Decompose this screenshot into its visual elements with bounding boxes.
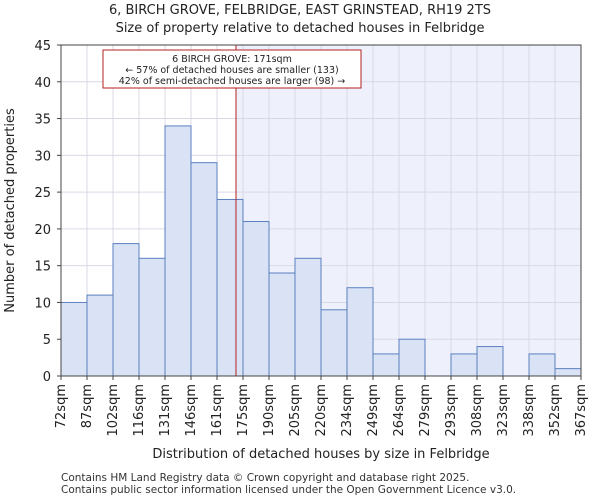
annotation-frame — [102, 49, 362, 89]
x-tick-label: 308sqm — [470, 384, 485, 437]
x-tick-label: 264sqm — [392, 384, 407, 437]
x-tick-label: 234sqm — [340, 384, 355, 437]
footer-line-2: Contains public sector information licen… — [61, 484, 517, 496]
histogram-bar — [372, 353, 400, 377]
histogram-bar — [476, 346, 504, 377]
y-axis-label: Number of detached properties — [3, 108, 18, 313]
footer-line-1: Contains HM Land Registry data © Crown c… — [61, 472, 470, 484]
x-tick-label: 161sqm — [210, 384, 225, 437]
x-tick-label: 352sqm — [548, 384, 563, 437]
histogram-bar — [86, 294, 114, 377]
annotation-box: 6 BIRCH GROVE: 171sqm ← 57% of detached … — [102, 49, 362, 89]
histogram-bar — [60, 301, 88, 377]
x-tick-label: 367sqm — [574, 384, 589, 437]
y-tick-label: 10 — [34, 296, 51, 311]
x-tick-label: 279sqm — [418, 384, 433, 437]
histogram-chart: 0 5 10 15 20 25 30 35 40 45 72sqm 87sqm 102sqm 116sq… — [3, 39, 589, 462]
x-tick-label: 323sqm — [496, 384, 511, 437]
histogram-bar — [450, 353, 478, 377]
y-tick-label: 5 — [43, 333, 51, 348]
annotation-line-1: 6 BIRCH GROVE: 171sqm — [172, 54, 292, 65]
annotation-line-2: ← 57% of detached houses are smaller (13… — [125, 65, 338, 76]
x-tick-label: 146sqm — [184, 384, 199, 437]
x-tick-label: 190sqm — [262, 384, 277, 437]
chart-subtitle: Size of property relative to detached ho… — [115, 21, 485, 36]
y-tick-label: 45 — [34, 39, 51, 54]
x-tick-label: 220sqm — [314, 384, 329, 437]
histogram-bar — [112, 243, 140, 377]
histogram-bar — [216, 198, 244, 377]
x-tick-label: 175sqm — [236, 384, 251, 437]
x-tick-label: 293sqm — [444, 384, 459, 437]
x-tick-label: 102sqm — [106, 384, 121, 437]
y-tick-label: 20 — [34, 223, 51, 238]
histogram-bar — [268, 272, 296, 377]
histogram-bar — [320, 309, 348, 377]
histogram-bar — [398, 338, 426, 377]
y-tick-label: 35 — [34, 113, 51, 128]
histogram-bar — [242, 221, 270, 377]
x-tick-label: 116sqm — [132, 384, 147, 437]
x-tick-label: 87sqm — [80, 384, 95, 428]
histogram-bar — [294, 257, 322, 377]
histogram-bar — [164, 125, 192, 377]
y-tick-label: 30 — [34, 149, 51, 164]
y-tick-label: 25 — [34, 186, 51, 201]
y-tick-label: 40 — [34, 76, 51, 91]
x-tick-label: 72sqm — [54, 384, 69, 428]
histogram-bar — [528, 353, 556, 377]
histogram-bar — [346, 287, 374, 377]
y-tick-label: 0 — [43, 370, 51, 385]
chart-title: 6, BIRCH GROVE, FELBRIDGE, EAST GRINSTEA… — [108, 3, 492, 18]
x-tick-label: 131sqm — [158, 384, 173, 437]
x-tick-label: 205sqm — [288, 384, 303, 437]
annotation-line-3: 42% of semi-detached houses are larger (… — [119, 76, 346, 87]
histogram-bar — [138, 257, 166, 377]
x-tick-label: 249sqm — [366, 384, 381, 437]
x-tick-label: 338sqm — [522, 384, 537, 437]
histogram-bar — [190, 162, 218, 377]
y-tick-label: 15 — [34, 260, 51, 275]
histogram-bar — [554, 368, 582, 377]
x-axis-label: Distribution of detached houses by size … — [152, 447, 489, 462]
